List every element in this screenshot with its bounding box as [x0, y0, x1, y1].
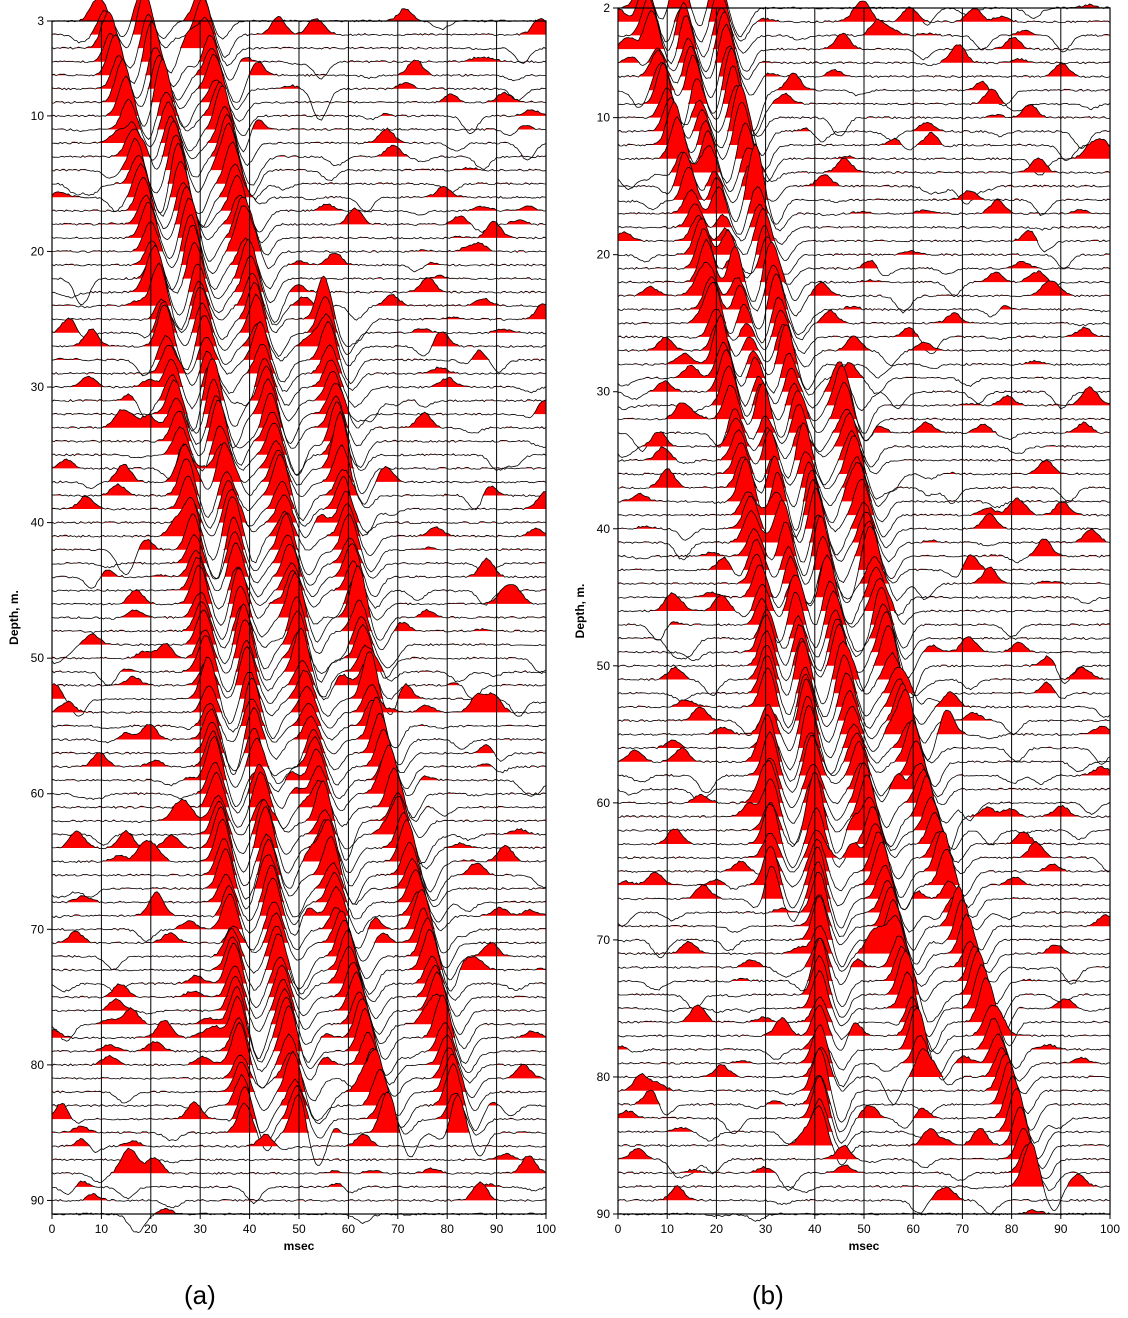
- x-tick-label: 30: [194, 1222, 208, 1236]
- y-tick-label: 30: [597, 385, 611, 399]
- trace-fill: [618, 116, 1110, 159]
- x-tick-label: 70: [956, 1222, 970, 1236]
- x-tick-label: 50: [857, 1222, 871, 1236]
- y-tick-label: 80: [31, 1058, 45, 1072]
- y-tick-label: 10: [31, 109, 45, 123]
- trace-fill: [52, 161, 546, 198]
- x-tick-label: 80: [1005, 1222, 1019, 1236]
- y-tick-label: 90: [31, 1193, 45, 1207]
- trace-fill: [618, 554, 1110, 584]
- caption-b: (b): [752, 1280, 784, 1310]
- y-tick-label: 70: [597, 933, 611, 947]
- trace-fill: [52, 986, 546, 1025]
- y-tick-label: 40: [31, 516, 45, 530]
- y-tick-label: 10: [597, 111, 611, 125]
- y-tick-label: 60: [597, 796, 611, 810]
- x-tick-label: 20: [144, 1222, 158, 1236]
- trace-fill: [52, 0, 546, 21]
- y-tick-label: 50: [597, 659, 611, 673]
- y-axis-label: Depth, m.: [7, 590, 21, 645]
- y-tick-label: 70: [31, 922, 45, 936]
- x-tick-label: 30: [759, 1222, 773, 1236]
- x-tick-label: 20: [710, 1222, 724, 1236]
- y-tick-label: 60: [31, 787, 45, 801]
- trace-fill: [618, 239, 1110, 283]
- x-tick-label: 10: [95, 1222, 109, 1236]
- y-tick-label: 30: [31, 380, 45, 394]
- trace-fill: [618, 145, 1110, 173]
- y-tick-label: 3: [37, 14, 44, 28]
- x-axis-label: msec: [284, 1239, 315, 1253]
- x-tick-label: 90: [1054, 1222, 1068, 1236]
- x-tick-label: 40: [243, 1222, 257, 1236]
- trace-fill: [52, 497, 546, 537]
- y-axis-label: Depth, m.: [573, 584, 587, 639]
- trace-fill: [618, 1005, 1110, 1036]
- trace-fill: [618, 273, 1110, 310]
- trace-line: [617, 0, 1111, 43]
- trace-fill: [52, 781, 546, 821]
- trace-fill: [52, 400, 546, 442]
- x-tick-label: 80: [441, 1222, 455, 1236]
- x-tick-label: 70: [391, 1222, 405, 1236]
- y-tick-label: 20: [597, 248, 611, 262]
- x-tick-label: 0: [615, 1222, 622, 1236]
- panel-a: 0 10 20 30 40 50 60 70 80 90 100 3 10 20 30 40 50 60 70 80 9…: [7, 0, 556, 1253]
- trace-fill: [618, 1008, 1110, 1050]
- trace-fill: [52, 442, 546, 482]
- x-tick-label: 40: [808, 1222, 822, 1236]
- y-tick-label: 80: [597, 1070, 611, 1084]
- trace-fill: [52, 85, 546, 130]
- x-tick-label: 10: [661, 1222, 675, 1236]
- x-tick-label: 60: [907, 1222, 921, 1236]
- caption-a: (a): [184, 1280, 216, 1310]
- x-tick-label: 100: [536, 1222, 556, 1236]
- y-tick-label: 40: [597, 522, 611, 536]
- x-tick-label: 100: [1100, 1222, 1120, 1236]
- trace-fill: [618, 282, 1110, 324]
- trace-fill: [52, 423, 546, 455]
- y-tick-label: 20: [31, 244, 45, 258]
- x-tick-label: 50: [292, 1222, 306, 1236]
- x-tick-label: 0: [49, 1222, 56, 1236]
- panel-b: 0 10 20 30 40 50 60 70 80 90 100 2 10 20 30 40 50 60 70 80 9…: [573, 0, 1120, 1253]
- trace-fill: [52, 929, 546, 970]
- x-tick-label: 90: [490, 1222, 504, 1236]
- y-tick-label: 50: [31, 651, 45, 665]
- x-axis-label: msec: [849, 1239, 880, 1253]
- y-tick-label: 2: [603, 1, 610, 15]
- y-tick-label: 90: [597, 1207, 611, 1221]
- x-tick-label: 60: [342, 1222, 356, 1236]
